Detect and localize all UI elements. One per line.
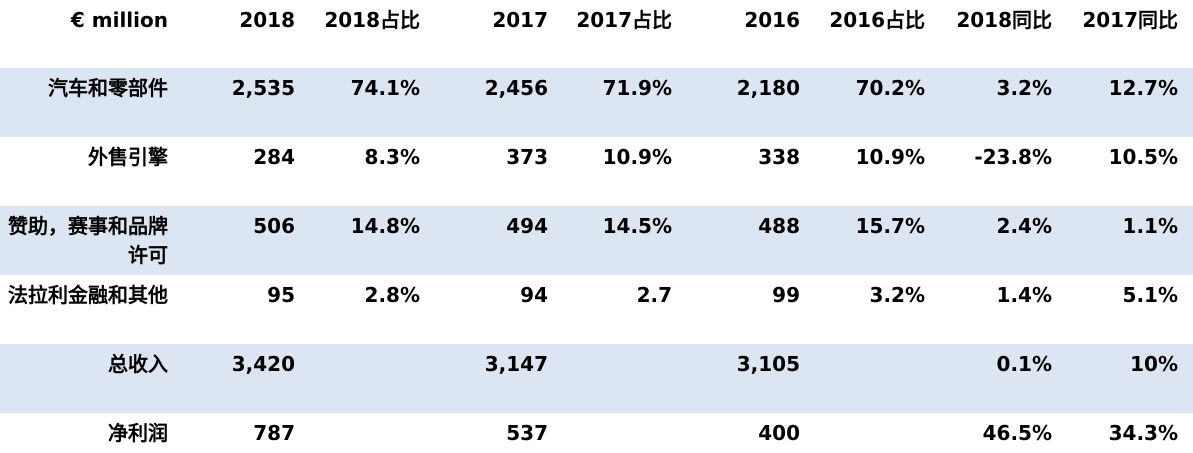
table-cell: 338 bbox=[758, 145, 800, 169]
column-header: 2017占比 bbox=[576, 8, 672, 32]
table-cell: 14.5% bbox=[602, 214, 672, 238]
row-label: 外售引擎 bbox=[88, 145, 168, 169]
table-cell: 8.3% bbox=[364, 145, 420, 169]
table-cell: 3,105 bbox=[736, 352, 800, 376]
table-cell: 3.2% bbox=[869, 283, 925, 307]
table-cell: 12.7% bbox=[1108, 76, 1178, 100]
table-row: 总收入 3,420 3,147 3,105 0.1% 10% bbox=[0, 344, 1193, 413]
table-cell: 494 bbox=[506, 214, 548, 238]
table-cell: 506 bbox=[253, 214, 295, 238]
table-cell: 74.1% bbox=[350, 76, 420, 100]
table-row: 净利润 787 537 400 46.5% 34.3% bbox=[0, 413, 1193, 453]
table-cell: 3,147 bbox=[484, 352, 548, 376]
table-cell: 2.8% bbox=[364, 283, 420, 307]
table-cell: 2,456 bbox=[484, 76, 548, 100]
table-cell: 3.2% bbox=[996, 76, 1052, 100]
table-cell: 10.9% bbox=[855, 145, 925, 169]
table-row: 汽车和零部件 2,535 74.1% 2,456 71.9% 2,180 70.2% 3.2%… bbox=[0, 68, 1193, 137]
table-cell: 10.9% bbox=[602, 145, 672, 169]
column-header: € million bbox=[70, 8, 168, 32]
row-label: 净利润 bbox=[108, 421, 168, 445]
table-cell: 2,535 bbox=[231, 76, 295, 100]
row-label: 汽车和零部件 bbox=[48, 76, 168, 100]
table-cell: 488 bbox=[758, 214, 800, 238]
table-cell: 71.9% bbox=[602, 76, 672, 100]
row-label: 法拉利金融和其他 bbox=[8, 283, 168, 307]
table-cell: 284 bbox=[253, 145, 295, 169]
table-cell: 373 bbox=[506, 145, 548, 169]
row-label: 赞助，赛事和品牌许可 bbox=[8, 214, 168, 267]
table-cell: 95 bbox=[267, 283, 295, 307]
table-cell: 2,180 bbox=[736, 76, 800, 100]
table-cell: 15.7% bbox=[855, 214, 925, 238]
column-header: 2018占比 bbox=[324, 8, 420, 32]
table-cell: 537 bbox=[506, 421, 548, 445]
column-header: 2016占比 bbox=[829, 8, 925, 32]
table-cell: 99 bbox=[772, 283, 800, 307]
table-cell: 1.4% bbox=[996, 283, 1052, 307]
table-cell: 1.1% bbox=[1122, 214, 1178, 238]
table-cell: 10.5% bbox=[1108, 145, 1178, 169]
table-cell: 14.8% bbox=[350, 214, 420, 238]
table-cell: 400 bbox=[758, 421, 800, 445]
table-cell: 94 bbox=[520, 283, 548, 307]
column-header: 2017 bbox=[492, 8, 548, 32]
header-row: € million 2018 2018占比 2017 2017占比 2016 2016占比 2… bbox=[0, 6, 1193, 46]
table-cell: 70.2% bbox=[855, 76, 925, 100]
table-cell: 46.5% bbox=[982, 421, 1052, 445]
table-row: 赞助，赛事和品牌许可 506 14.8% 494 14.5% 488 15.7% 2.4% 1.… bbox=[0, 206, 1193, 275]
table-row: 外售引擎 284 8.3% 373 10.9% 338 10.9% -23.8% 10.5% bbox=[0, 137, 1193, 206]
table-cell: 2.4% bbox=[996, 214, 1052, 238]
table-cell: 10% bbox=[1130, 352, 1178, 376]
table-cell: 3,420 bbox=[231, 352, 295, 376]
table-cell: 787 bbox=[253, 421, 295, 445]
column-header: 2016 bbox=[744, 8, 800, 32]
column-header: 2017同比 bbox=[1082, 8, 1178, 32]
table-cell: 34.3% bbox=[1108, 421, 1178, 445]
row-label: 总收入 bbox=[108, 352, 168, 376]
table-cell: 5.1% bbox=[1122, 283, 1178, 307]
column-header: 2018同比 bbox=[956, 8, 1052, 32]
table-cell: -23.8% bbox=[974, 145, 1052, 169]
table-row: 法拉利金融和其他 95 2.8% 94 2.7 99 3.2% 1.4% 5.1% bbox=[0, 275, 1193, 344]
table-cell: 0.1% bbox=[996, 352, 1052, 376]
column-header: 2018 bbox=[239, 8, 295, 32]
table-cell: 2.7 bbox=[636, 283, 672, 307]
